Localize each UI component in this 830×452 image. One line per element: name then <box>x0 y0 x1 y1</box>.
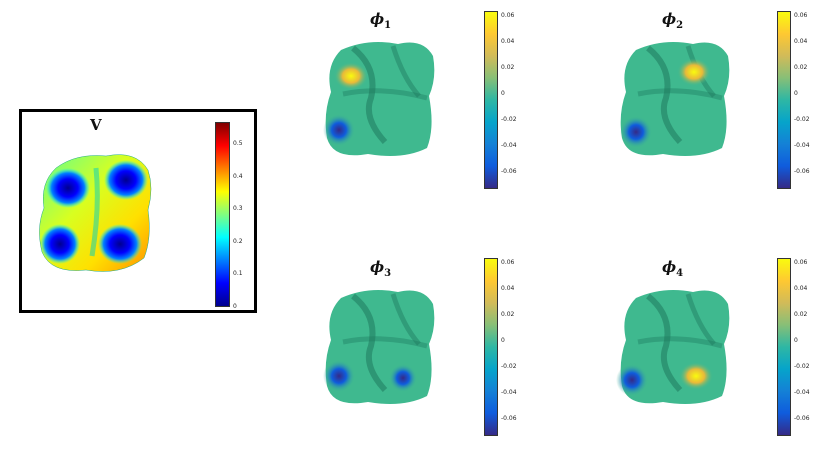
phi-3-colorbar-tick: 0.02 <box>501 311 515 318</box>
phi-2-colorbar-tick: 0.02 <box>794 64 808 71</box>
phi-1-title: ϕ1 <box>370 10 391 31</box>
phi-1-colorbar <box>484 11 498 189</box>
potential-colorbar-tick: 0.3 <box>233 205 243 213</box>
phi-4-colorbar-tick: 0.04 <box>794 285 808 292</box>
potential-colorbar <box>215 122 230 307</box>
phi-4-colorbar-tick: 0.06 <box>794 259 808 266</box>
phi-2-colorbar-tick: 0 <box>794 90 798 97</box>
phi-3-colorbar-tick: -0.02 <box>501 363 517 370</box>
phi-2-surface-image <box>620 42 730 156</box>
phi-3-colorbar <box>484 258 498 436</box>
phi-2-colorbar-tick: -0.02 <box>794 116 810 123</box>
phi-1-colorbar-tick: 0.02 <box>501 64 515 71</box>
phi-4-colorbar-tick: -0.04 <box>794 389 810 396</box>
phi-1-colorbar-tick: -0.06 <box>501 168 517 175</box>
phi-1-colorbar-tick: 0.06 <box>501 12 515 19</box>
phi-4-colorbar-tick: 0 <box>794 337 798 344</box>
phi-index: 1 <box>384 20 392 31</box>
phi-3-colorbar-tick: -0.06 <box>501 415 517 422</box>
phi-4-colorbar-tick: -0.02 <box>794 363 810 370</box>
phi-2-colorbar-tick: 0.06 <box>794 12 808 19</box>
phi-index: 3 <box>384 268 392 279</box>
phi-4-colorbar-tick: -0.06 <box>794 415 810 422</box>
phi-2-colorbar <box>777 11 791 189</box>
phi-1-colorbar-tick: -0.02 <box>501 116 517 123</box>
potential-colorbar-tick: 0.2 <box>233 237 243 245</box>
potential-colorbar-tick: 0.5 <box>233 140 243 147</box>
phi-index: 2 <box>676 20 684 31</box>
phi-3-title: ϕ3 <box>370 258 391 279</box>
phi-symbol: ϕ <box>662 10 677 28</box>
potential-colorbar-tick: 0.4 <box>233 172 243 180</box>
potential-panel-frame <box>19 109 257 313</box>
phi-symbol: ϕ <box>370 10 385 28</box>
phi-4-colorbar-tick: 0.02 <box>794 311 808 318</box>
potential-surface-image <box>39 154 152 272</box>
phi-1-surface-image <box>323 42 435 156</box>
phi-3-colorbar-tick: 0.04 <box>501 285 515 292</box>
phi-2-title: ϕ2 <box>662 10 683 31</box>
potential-colorbar-tick: 0 <box>233 303 237 310</box>
phi-1-colorbar-tick: 0.04 <box>501 38 515 45</box>
potential-title: V <box>90 116 102 134</box>
phi-3-colorbar-tick: 0.06 <box>501 259 515 266</box>
potential-colorbar-tick: 0.1 <box>233 270 243 278</box>
phi-1-colorbar-tick: 0 <box>501 90 505 97</box>
phi-3-colorbar-tick: 0 <box>501 337 505 344</box>
phi-2-colorbar-tick: -0.04 <box>794 142 810 149</box>
phi-symbol: ϕ <box>662 258 677 276</box>
phi-4-colorbar <box>777 258 791 436</box>
phi-4-surface-image <box>616 290 730 404</box>
phi-1-colorbar-tick: -0.04 <box>501 142 517 149</box>
phi-2-colorbar-tick: 0.04 <box>794 38 808 45</box>
phi-index: 4 <box>676 268 684 279</box>
phi-2-colorbar-tick: -0.06 <box>794 168 810 175</box>
phi-3-colorbar-tick: -0.04 <box>501 389 517 396</box>
phi-3-surface-image <box>323 290 435 404</box>
phi-4-title: ϕ4 <box>662 258 683 279</box>
phi-symbol: ϕ <box>370 258 385 276</box>
